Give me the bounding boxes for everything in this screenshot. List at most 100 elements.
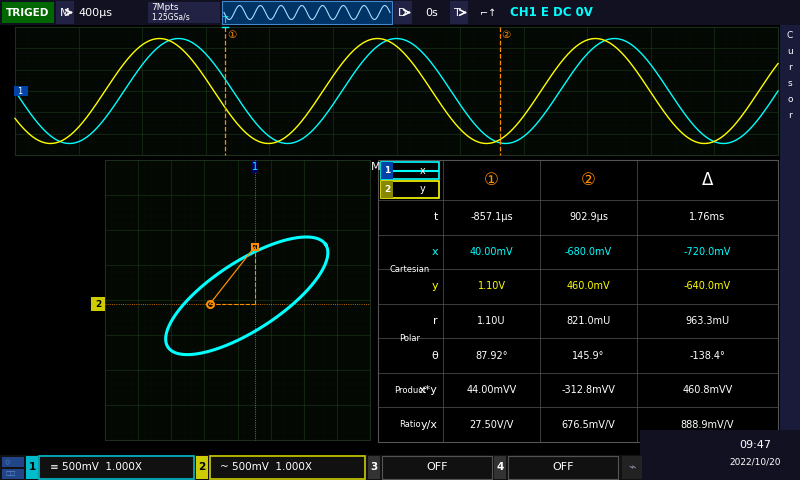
- Text: 1.76ms: 1.76ms: [690, 212, 726, 222]
- Text: ⌐↑: ⌐↑: [480, 8, 496, 17]
- Bar: [0, 0, 800, 25]
- Bar: [196, 456, 208, 479]
- Text: 888.9mV/V: 888.9mV/V: [681, 420, 734, 430]
- Text: -138.4°: -138.4°: [690, 350, 726, 360]
- Text: r: r: [788, 110, 792, 120]
- Text: Δ: Δ: [702, 171, 713, 189]
- Text: y: y: [420, 184, 426, 194]
- Text: 400μs: 400μs: [78, 8, 112, 17]
- Text: 2022/10/20: 2022/10/20: [730, 457, 781, 467]
- Text: 09:47: 09:47: [739, 440, 771, 450]
- Bar: [780, 25, 800, 455]
- Text: 27.50V/V: 27.50V/V: [470, 420, 514, 430]
- Text: 1: 1: [18, 86, 22, 96]
- Text: CH1 E DC 0V: CH1 E DC 0V: [510, 6, 593, 19]
- Text: 7Mpts: 7Mpts: [151, 3, 178, 12]
- Text: T: T: [222, 16, 227, 25]
- Text: ~ 500mV  1.000X: ~ 500mV 1.000X: [220, 463, 312, 472]
- Bar: [14, 86, 28, 96]
- Text: 963.3mU: 963.3mU: [686, 316, 730, 326]
- Text: x*y: x*y: [419, 385, 438, 395]
- Text: OFF: OFF: [552, 463, 574, 472]
- Bar: [381, 181, 393, 198]
- Text: 1: 1: [28, 463, 36, 472]
- Bar: [105, 160, 370, 440]
- Text: ⌁: ⌁: [628, 461, 636, 474]
- Text: 44.00mVV: 44.00mVV: [466, 385, 517, 395]
- Text: ②: ②: [502, 30, 510, 40]
- Text: 87.92°: 87.92°: [475, 350, 508, 360]
- Bar: [0, 455, 800, 480]
- Bar: [381, 162, 393, 179]
- Bar: [26, 456, 38, 479]
- Text: Polar: Polar: [399, 334, 421, 343]
- Bar: [382, 456, 492, 479]
- Bar: [494, 456, 506, 479]
- Text: C: C: [787, 31, 793, 39]
- Text: o: o: [787, 95, 793, 104]
- Text: u: u: [787, 47, 793, 56]
- Bar: [381, 181, 439, 198]
- Text: 4: 4: [496, 463, 504, 472]
- Text: -720.0mV: -720.0mV: [684, 247, 731, 257]
- Text: 676.5mV/V: 676.5mV/V: [562, 420, 615, 430]
- Text: 460.8mVV: 460.8mVV: [682, 385, 733, 395]
- Text: r: r: [788, 62, 792, 72]
- Bar: [210, 456, 365, 479]
- Bar: [91, 297, 105, 311]
- Text: 902.9μs: 902.9μs: [569, 212, 608, 222]
- Text: θ: θ: [431, 350, 438, 360]
- Text: ①: ①: [227, 30, 236, 40]
- Text: ①: ①: [484, 171, 499, 189]
- Text: D: D: [398, 8, 406, 17]
- Bar: [368, 456, 380, 479]
- Text: t: t: [434, 212, 438, 222]
- Text: Product: Product: [394, 385, 426, 395]
- Text: ◇: ◇: [5, 459, 10, 465]
- Text: -640.0mV: -640.0mV: [684, 281, 731, 291]
- Text: 1.10U: 1.10U: [478, 316, 506, 326]
- Text: 3: 3: [370, 463, 378, 472]
- Text: -312.8mVV: -312.8mVV: [562, 385, 615, 395]
- Text: 1.25GSa/s: 1.25GSa/s: [151, 12, 190, 22]
- Text: 2: 2: [198, 463, 206, 472]
- Text: 0s: 0s: [426, 8, 438, 17]
- Bar: [2, 457, 24, 467]
- Text: □□: □□: [5, 471, 15, 477]
- Bar: [508, 456, 618, 479]
- Bar: [15, 27, 778, 155]
- Text: s: s: [788, 79, 792, 87]
- Text: x: x: [420, 166, 426, 176]
- Text: 40.00mV: 40.00mV: [470, 247, 514, 257]
- Text: 1: 1: [384, 166, 390, 175]
- Text: 2: 2: [384, 185, 390, 194]
- Text: OFF: OFF: [426, 463, 448, 472]
- Bar: [450, 1, 468, 24]
- Text: 460.0mV: 460.0mV: [566, 281, 610, 291]
- Bar: [394, 1, 412, 24]
- Bar: [148, 2, 220, 23]
- Bar: [378, 160, 778, 442]
- Text: x: x: [431, 247, 438, 257]
- Text: M: M: [60, 8, 70, 17]
- Text: M  500μs: M 500μs: [371, 162, 422, 172]
- Text: ≡ 500mV  1.000X: ≡ 500mV 1.000X: [50, 463, 142, 472]
- Text: 1.10V: 1.10V: [478, 281, 506, 291]
- Bar: [39, 456, 194, 479]
- Bar: [622, 456, 642, 479]
- Text: r: r: [434, 316, 438, 326]
- Text: -680.0mV: -680.0mV: [565, 247, 612, 257]
- Text: y: y: [431, 281, 438, 291]
- Bar: [222, 1, 392, 24]
- Bar: [2, 469, 24, 479]
- Text: Ratio: Ratio: [399, 420, 421, 429]
- Text: 1: 1: [252, 162, 258, 172]
- Text: Cartesian: Cartesian: [390, 264, 430, 274]
- Bar: [2, 2, 54, 23]
- Text: y/x: y/x: [421, 420, 438, 430]
- Text: T: T: [454, 8, 461, 17]
- Bar: [640, 430, 800, 480]
- Text: 821.0mU: 821.0mU: [566, 316, 610, 326]
- Text: 145.9°: 145.9°: [572, 350, 605, 360]
- Bar: [381, 162, 439, 179]
